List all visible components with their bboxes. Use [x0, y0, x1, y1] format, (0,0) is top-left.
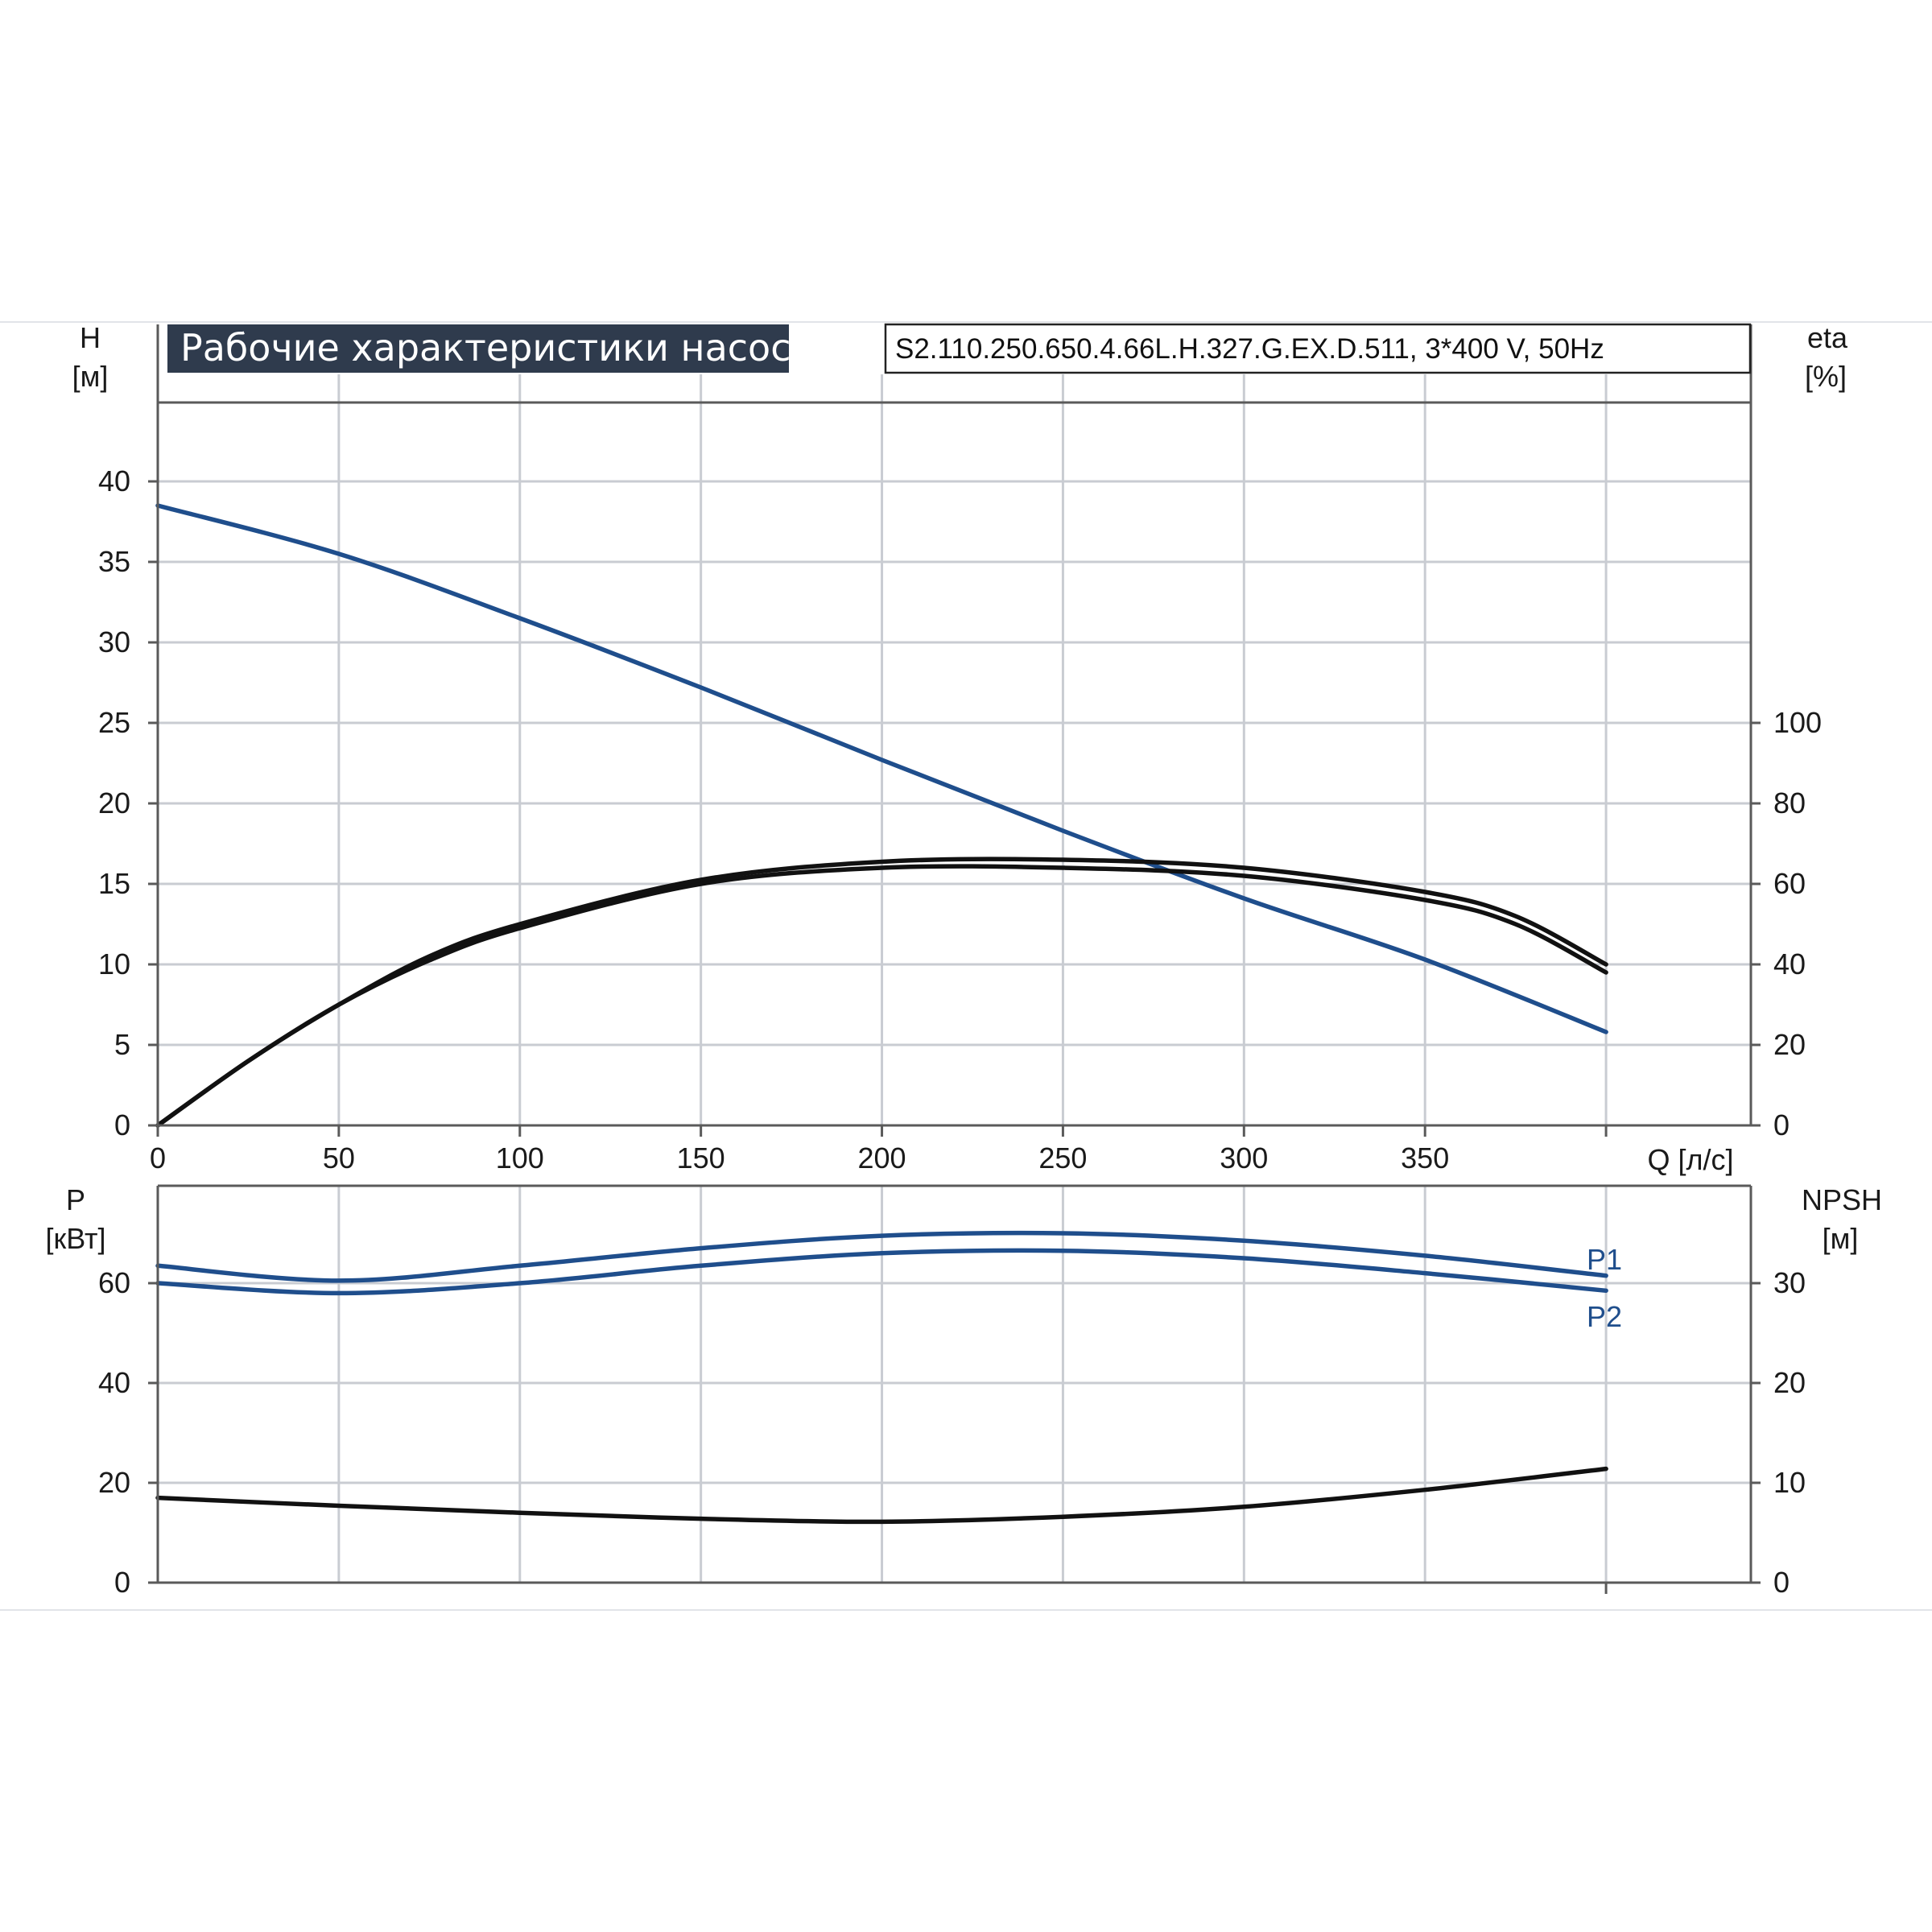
h-axis-label: H — [80, 321, 101, 354]
series-line-1 — [155, 503, 1608, 1034]
right-tick-label: 0 — [1773, 1108, 1790, 1141]
left-tick-label: 0 — [114, 1108, 130, 1141]
x-tick-label: 350 — [1401, 1141, 1449, 1174]
x-tick-label: 100 — [496, 1141, 544, 1174]
model-box — [884, 323, 1752, 374]
left-tick-label: 35 — [98, 545, 130, 578]
bottom-axes — [148, 1184, 1761, 1594]
series-line-3 — [155, 857, 1608, 1128]
eta-axis-label: eta — [1807, 321, 1848, 354]
right-tick-label: 20 — [1773, 1366, 1806, 1399]
series-line-3 — [155, 1466, 1608, 1525]
x-tick-label: 0 — [150, 1141, 166, 1174]
p1-series-label: P1 — [1587, 1243, 1622, 1276]
right-tick-label: 100 — [1773, 706, 1822, 739]
left-tick-label: 20 — [98, 1466, 130, 1499]
p2-series-label: P2 — [1587, 1300, 1622, 1333]
left-tick-label: 20 — [98, 786, 130, 819]
p-axis-label: P — [66, 1183, 85, 1216]
p-axis-unit: [кВт] — [45, 1222, 105, 1255]
right-tick-label: 10 — [1773, 1466, 1806, 1499]
left-tick-label: 40 — [98, 1366, 130, 1399]
right-tick-label: 30 — [1773, 1266, 1806, 1299]
x-tick-label: 250 — [1038, 1141, 1087, 1174]
right-tick-label: 20 — [1773, 1028, 1806, 1061]
x-tick-label: 200 — [858, 1141, 906, 1174]
left-tick-label: 5 — [114, 1028, 130, 1061]
right-tick-label: 60 — [1773, 867, 1806, 900]
series-line-1 — [155, 1230, 1608, 1283]
left-tick-label: 15 — [98, 867, 130, 900]
series-line-2 — [155, 1248, 1608, 1296]
right-tick-label: 40 — [1773, 947, 1806, 980]
right-tick-label: 80 — [1773, 786, 1806, 819]
eta-axis-unit: [%] — [1805, 360, 1847, 393]
model-subtitle: S2.110.250.650.4.66L.H.327.G.EX.D.511, 3… — [895, 333, 1604, 365]
bottom-series — [155, 1230, 1608, 1525]
top-axes — [148, 324, 1761, 1137]
npsh-axis-label: NPSH — [1802, 1183, 1882, 1216]
right-tick-label: 0 — [1773, 1566, 1790, 1599]
left-tick-label: 10 — [98, 947, 130, 980]
q-axis-label: Q [л/с] — [1647, 1143, 1733, 1176]
npsh-axis-unit: [м] — [1823, 1222, 1859, 1255]
h-axis-unit: [м] — [72, 360, 109, 393]
left-tick-label: 30 — [98, 625, 130, 658]
bottom-tick-labels: 0 20 40 60 0 10 20 30 — [98, 1266, 1806, 1599]
chart-title: Рабочие характеристики насоса — [180, 326, 814, 369]
x-tick-label: 50 — [323, 1141, 355, 1174]
x-tick-label: 150 — [677, 1141, 725, 1174]
left-tick-label: 25 — [98, 706, 130, 739]
left-tick-label: 0 — [114, 1566, 130, 1599]
top-tick-labels: 0 5 10 15 20 25 30 35 40 0 20 40 60 80 100 0 50 100 150 200… — [98, 464, 1822, 1174]
left-tick-label: 60 — [98, 1266, 130, 1299]
title-box — [167, 324, 789, 373]
x-tick-label: 300 — [1220, 1141, 1268, 1174]
top-series — [155, 503, 1608, 1128]
left-tick-label: 40 — [98, 464, 130, 497]
